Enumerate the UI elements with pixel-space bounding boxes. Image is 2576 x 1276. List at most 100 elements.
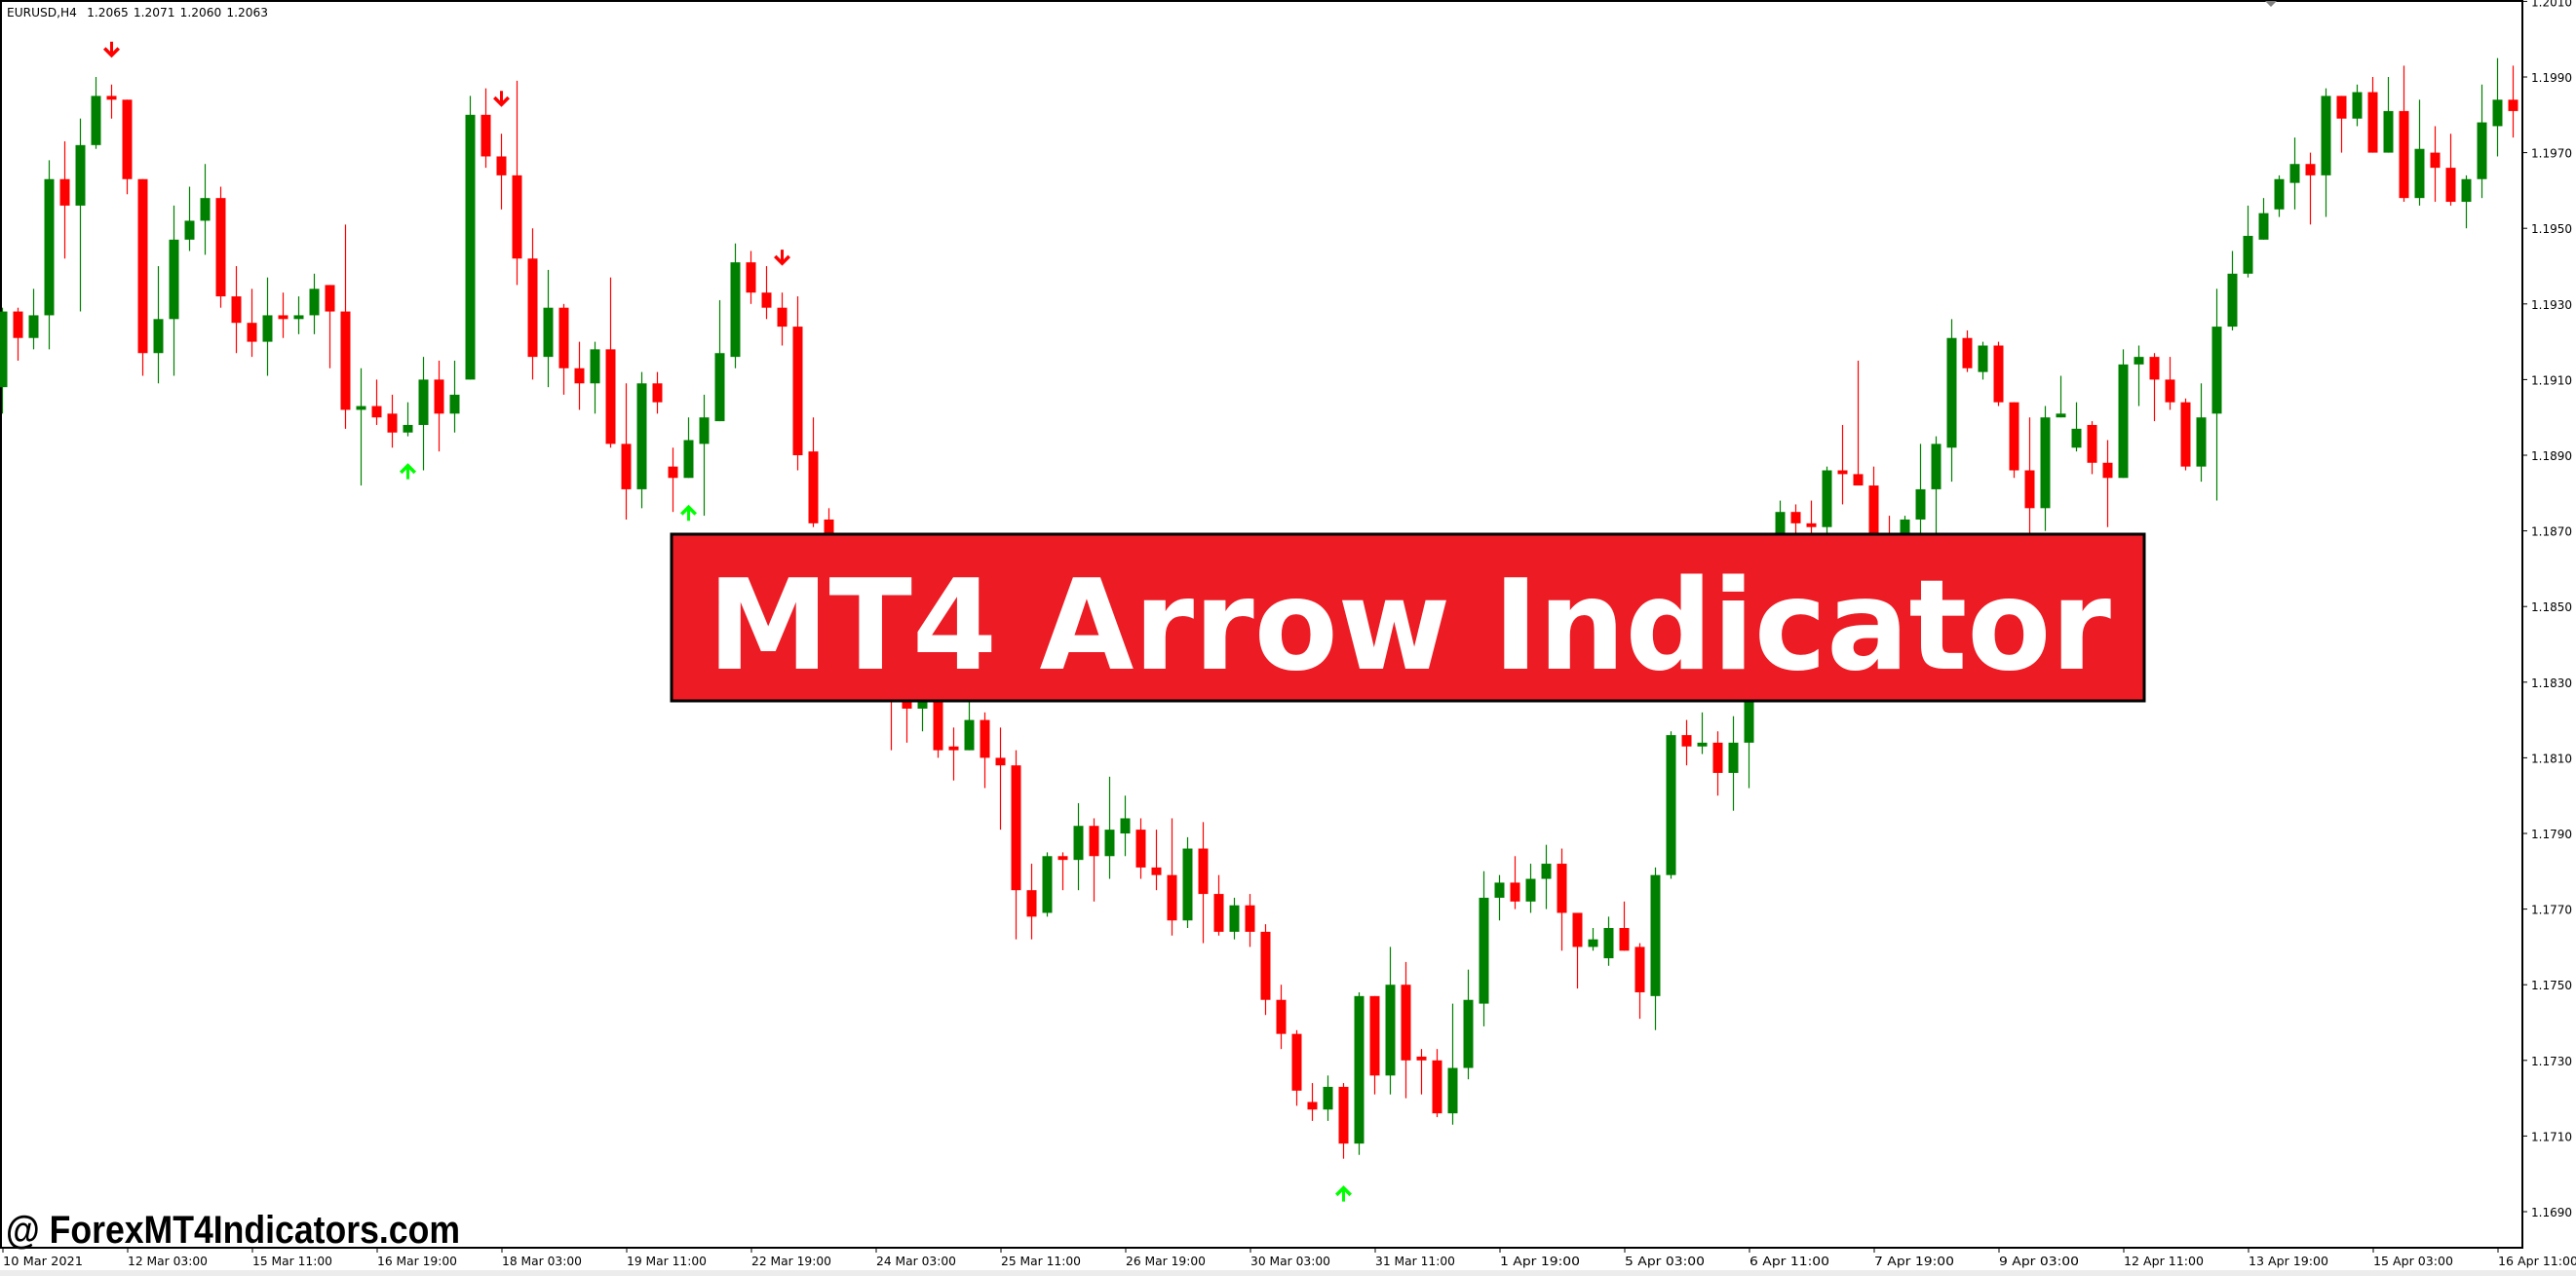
candle-body: [91, 96, 101, 145]
bear-candle: [340, 224, 351, 429]
bull-candle: [2134, 345, 2144, 406]
bear-candle: [371, 379, 382, 425]
price-axis[interactable]: 1.2010 1.1990 1.1970 1.1950 1.1930 1.1910 1.18…: [2522, 0, 2572, 1219]
buy-arrow-up-icon: [400, 463, 416, 480]
candle-body: [668, 466, 678, 479]
bear-candle: [2399, 65, 2409, 203]
header-high: 1.2071: [134, 6, 175, 19]
bull-candle: [1822, 466, 1832, 539]
candle-body: [980, 719, 990, 758]
candle-body: [44, 178, 55, 316]
candle-body: [387, 413, 398, 433]
bull-candle: [1385, 947, 1396, 1095]
candle-body: [2305, 164, 2316, 175]
price-label: 1.1930: [2531, 298, 2572, 312]
bull-candle: [1697, 712, 1708, 754]
candle-body: [683, 440, 694, 479]
candle-body: [1401, 985, 1411, 1061]
bull-candle: [2477, 84, 2487, 199]
candle-body: [1806, 522, 1817, 527]
bear-candle: [1681, 719, 1692, 766]
bull-candle: [2243, 205, 2253, 278]
candle-body: [605, 349, 616, 445]
candle-body: [1416, 1056, 1427, 1061]
bear-candle: [231, 266, 242, 354]
bull-candle: [699, 394, 710, 517]
candle-body: [200, 198, 211, 221]
bear-candle: [496, 134, 507, 210]
candle-body: [2134, 357, 2144, 365]
candle-body: [1338, 1086, 1349, 1144]
candle-body: [1198, 848, 1209, 895]
bull-candle: [543, 269, 554, 388]
candle-body: [1291, 1033, 1302, 1091]
candle-body: [371, 406, 382, 418]
bear-candle: [558, 303, 569, 395]
bull-candle: [262, 277, 273, 376]
bear-candle: [1011, 750, 1021, 940]
candle-body: [2274, 178, 2285, 210]
candle-body: [1447, 1067, 1458, 1114]
bear-candle: [2336, 96, 2347, 153]
bear-candle: [1962, 329, 1973, 372]
bear-candle: [1089, 818, 1099, 902]
bull-candle: [1525, 864, 1536, 913]
bull-candle: [1603, 916, 1614, 966]
candle-body: [2056, 413, 2066, 418]
candle-body: [1011, 765, 1021, 891]
sell-arrow-down-icon: [774, 250, 790, 266]
bear-candle: [1369, 995, 1380, 1095]
candle-body: [1276, 999, 1287, 1034]
time-label: 1 Apr 19:00: [1500, 1255, 1580, 1268]
candle-body: [1790, 512, 1801, 523]
bear-candle: [948, 727, 959, 781]
bull-candle: [1728, 715, 1739, 811]
bear-candle: [980, 712, 990, 789]
candle-body: [761, 292, 772, 308]
bull-candle: [2211, 289, 2222, 501]
candle-body: [2336, 96, 2347, 119]
candle-body: [2118, 364, 2129, 479]
candle-body: [1104, 830, 1115, 857]
arrow-signals: [103, 41, 1352, 1202]
sell-arrow-down-icon: [103, 41, 120, 58]
price-label: 1.1910: [2531, 373, 2572, 387]
price-label: 1.1950: [2531, 222, 2572, 236]
bull-candle: [1120, 795, 1131, 857]
price-label: 1.1990: [2531, 71, 2572, 85]
price-label: 1.1830: [2531, 677, 2572, 690]
candle-body: [1915, 488, 1926, 520]
bull-candle: [1494, 874, 1505, 921]
candle-body: [2087, 424, 2097, 463]
time-axis[interactable]: 10 Mar 2021 12 Mar 03:00 15 Mar 11:00 16 Ma…: [2, 1248, 2576, 1268]
candle-body: [1697, 742, 1708, 747]
bear-candle: [574, 341, 585, 410]
candle-body: [1479, 897, 1489, 1004]
candle-body: [543, 307, 554, 358]
price-label: 1.1690: [2531, 1206, 2572, 1219]
bull-candle: [1354, 991, 1365, 1155]
candle-body: [449, 394, 460, 414]
price-label: 1.1810: [2531, 752, 2572, 765]
bull-candle: [1073, 802, 1084, 891]
bear-candle: [1198, 822, 1209, 944]
bear-candle: [1260, 924, 1271, 1016]
time-label: 15 Mar 11:00: [252, 1255, 332, 1268]
candle-body: [746, 262, 756, 293]
candle-body: [1650, 874, 1661, 996]
bull-candle: [964, 697, 975, 751]
candle-body: [1962, 337, 1973, 368]
bull-candle: [2227, 251, 2238, 330]
candle-body: [1229, 905, 1240, 932]
bull-candle: [449, 361, 460, 433]
bear-candle: [1245, 894, 1255, 947]
chart-shift-marker-icon[interactable]: [2265, 1, 2277, 7]
candle-body: [1728, 742, 1739, 773]
time-label: 5 Apr 03:00: [1625, 1255, 1705, 1268]
candle-body: [2009, 402, 2019, 471]
bear-candle: [278, 292, 288, 338]
candle-body: [1525, 878, 1536, 902]
bear-candle: [1213, 874, 1224, 936]
candle-body: [1073, 826, 1084, 861]
